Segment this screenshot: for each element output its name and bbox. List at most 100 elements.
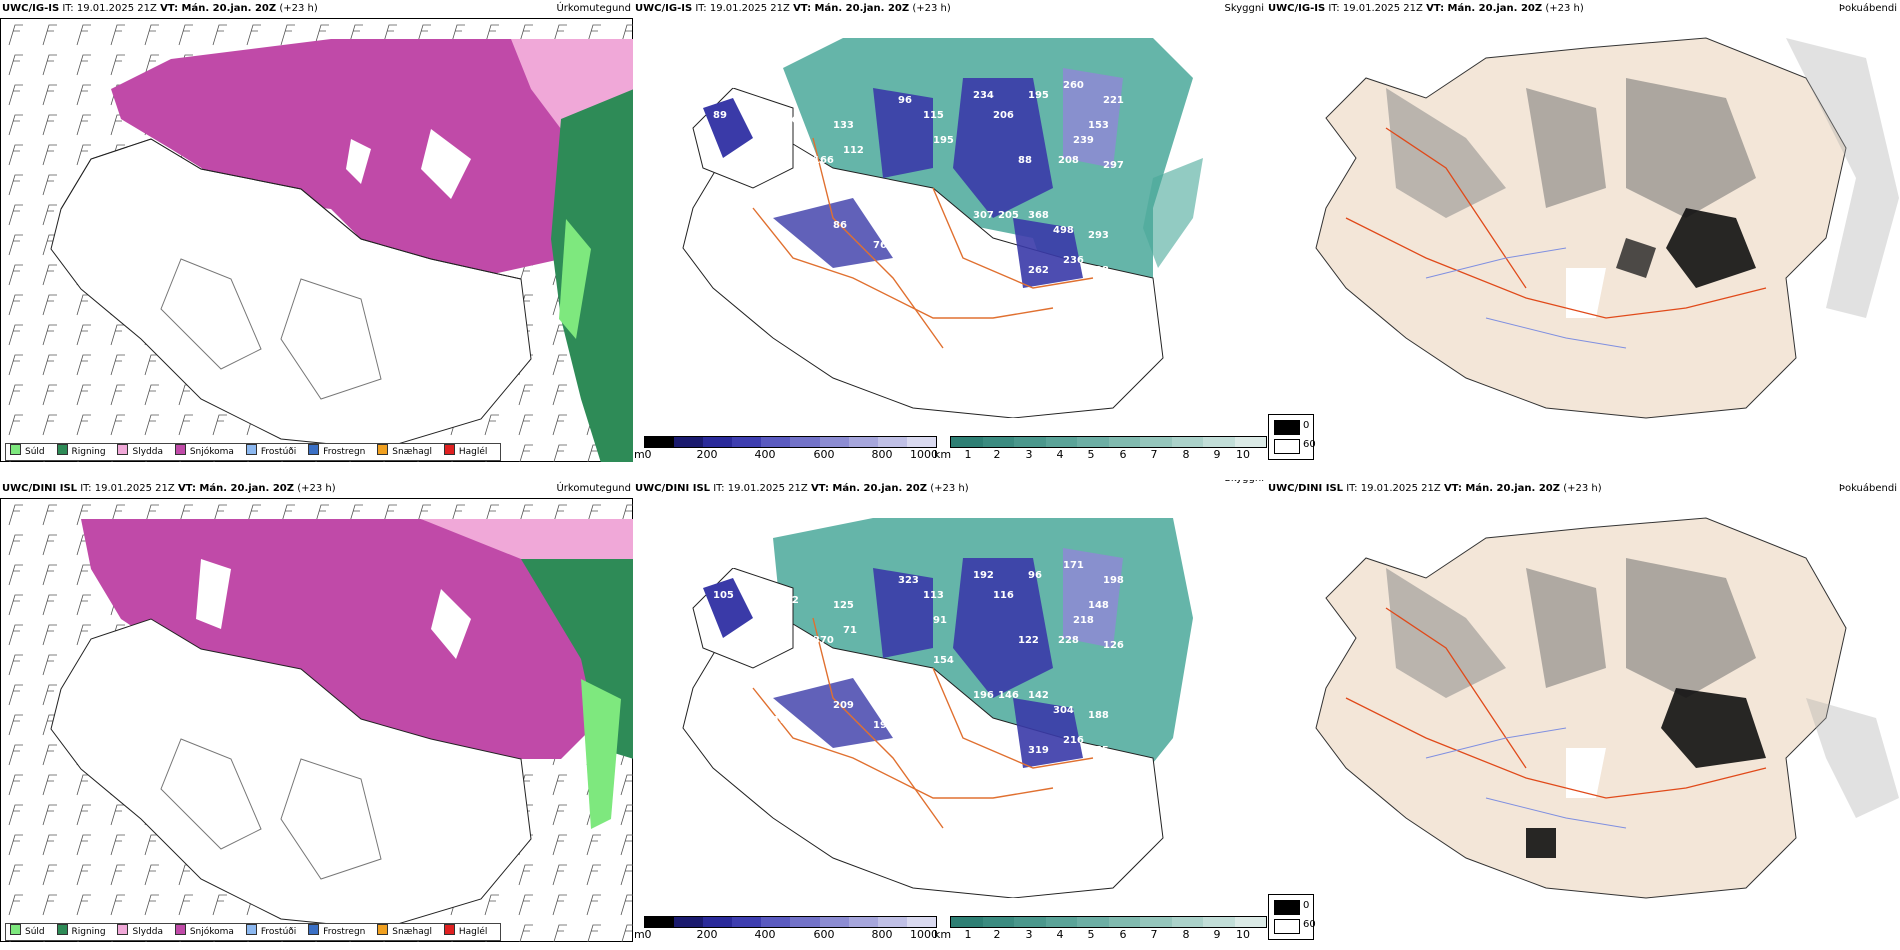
legend-item-drizzle: Súld [10, 444, 45, 460]
lead-time: (+23 h) [279, 3, 318, 14]
visibility-ticks: 1 2 3 4 5 6 7 8 9 10 [964, 928, 1251, 941]
visibility-value-label: 154 [933, 655, 954, 666]
init-time: IT: 19.01.2025 21Z [695, 3, 790, 14]
valid-time: VT: Mán. 20.jan. 20Z [793, 3, 910, 14]
panel-visibility-dini: UWC/DINI ISL IT: 19.01.2025 21Z VT: Mán.… [633, 480, 1266, 942]
fog-legend: 0 60 [1268, 894, 1316, 940]
fog-legend-label-high: 60 [1303, 919, 1316, 930]
legend-swatch [174, 444, 186, 455]
visibility-value-label: 96 [1028, 570, 1042, 581]
legend-swatch [377, 924, 389, 935]
height-colorbar-swatches [644, 916, 937, 928]
visibility-value-label: 205 [998, 210, 1019, 221]
panel-header: UWC/IG-IS IT: 19.01.2025 21Z VT: Mán. 20… [0, 0, 633, 18]
model-name: UWC/DINI ISL [1268, 483, 1344, 494]
visibility-value-label: 239 [1073, 135, 1094, 146]
legend-swatch [443, 924, 455, 935]
legend-item-rain: Rigning [56, 924, 106, 940]
visibility-value-label: 234 [973, 90, 994, 101]
visibility-value-label: 208 [1058, 155, 1079, 166]
fog-legend-swatch-low [1274, 900, 1300, 915]
visibility-value-label: 255 [1088, 745, 1109, 756]
legend-item-graupel: Snæhagl [377, 924, 432, 940]
legend-swatch [308, 444, 320, 455]
panel-title: Úrkomutegund [556, 3, 631, 14]
visibility-value-label: 263 [898, 215, 919, 226]
legend-swatch [443, 444, 455, 455]
visibility-value-label: 88 [1018, 155, 1032, 166]
visibility-value-label: 125 [833, 600, 854, 611]
visibility-value-label: 368 [1028, 210, 1049, 221]
init-time: IT: 19.01.2025 21Z [1346, 483, 1441, 494]
valid-time: VT: Mán. 20.jan. 20Z [177, 483, 294, 494]
panel-header: UWC/IG-IS IT: 19.01.2025 21Z VT: Mán. 20… [633, 0, 1266, 18]
visibility-value-label: 218 [1073, 615, 1094, 626]
visibility-value-label: 133 [833, 120, 854, 131]
visibility-value-label: 171 [1063, 560, 1084, 571]
visibility-value-label: 146 [998, 690, 1019, 701]
panel-title: Skyggni [1224, 3, 1264, 14]
fog-legend-swatch-low [1274, 420, 1300, 435]
fog-index-map [1266, 18, 1899, 462]
visibility-value-label: 200 [898, 695, 919, 706]
legend-item-drizzle: Súld [10, 924, 45, 940]
visibility-value-label: 319 [1028, 745, 1049, 756]
legend-item-freezing-rain: Frostregn [308, 444, 365, 460]
legend-swatch [10, 444, 21, 455]
model-name: UWC/DINI ISL [635, 483, 711, 494]
legend-item-graupel: Snæhagl [377, 444, 432, 460]
panel-fog-index-dini: UWC/DINI ISL IT: 19.01.2025 21Z VT: Mán.… [1266, 480, 1899, 942]
legend-swatch [117, 924, 129, 935]
visibility-colorbar-swatches [950, 916, 1267, 928]
height-ticks: 0 200 400 600 800 1000 [644, 448, 939, 461]
valid-time: VT: Mán. 20.jan. 20Z [1426, 3, 1543, 14]
fog-legend-swatch-high [1274, 439, 1300, 454]
visibility-value-label: 293 [1088, 230, 1109, 241]
height-unit: m [634, 928, 645, 941]
legend-swatch [377, 444, 389, 455]
legend-item-freezing-rain: Frostregn [308, 924, 365, 940]
panel-title: Þokuábendi [1838, 483, 1897, 494]
fog-legend-label-high: 60 [1303, 439, 1316, 450]
legend-item-sleet: Slydda [117, 444, 163, 460]
visibility-value-label: 195 [933, 135, 954, 146]
panel-header: UWC/IG-IS IT: 19.01.2025 21Z VT: Mán. 20… [1266, 0, 1899, 18]
legend-item-hail: Haglél [443, 924, 487, 940]
visibility-value-label: 113 [923, 590, 944, 601]
legend-swatch [174, 924, 186, 935]
lead-time: (+23 h) [1563, 483, 1602, 494]
panel-header: UWC/DINI ISL IT: 19.01.2025 21Z VT: Mán.… [1266, 480, 1899, 498]
visibility-value-label: 297 [1103, 160, 1124, 171]
legend-item-freezing-drizzle: Frostúði [245, 924, 296, 940]
visibility-value-label: 196 [973, 690, 994, 701]
panel-precip-type-igis: UWC/IG-IS IT: 19.01.2025 21Z VT: Mán. 20… [0, 0, 633, 462]
init-time: IT: 19.01.2025 21Z [713, 483, 808, 494]
legend-item-hail: Haglél [443, 444, 487, 460]
model-name: UWC/DINI ISL [2, 483, 78, 494]
model-name: UWC/IG-IS [2, 3, 60, 14]
visibility-value-label: 306 [878, 665, 899, 676]
visibility-value-label: 98 [878, 185, 892, 196]
legend-item-sleet: Slydda [117, 924, 163, 940]
legend-swatch [117, 444, 129, 455]
visibility-value-label: 80 [863, 185, 877, 196]
visibility-value-label: 126 [1103, 640, 1124, 651]
visibility-value-label: 73 [793, 195, 807, 206]
visibility-value-label: 370 [813, 635, 834, 646]
legend-swatch [56, 924, 68, 935]
visibility-value-label: 105 [713, 590, 734, 601]
height-colorbar: m 0 200 400 600 800 1000 [634, 916, 938, 946]
precip-legend: Súld Rigning Slydda Snjókoma Frostúði Fr… [5, 923, 502, 941]
visibility-value-label: 60 [983, 735, 997, 746]
visibility-value-label: 91 [933, 615, 947, 626]
legend-swatch [245, 924, 257, 935]
visibility-value-label: 197 [873, 720, 894, 731]
panel-title: Úrkomutegund [556, 483, 631, 494]
visibility-value-label: 120 [723, 560, 744, 571]
visibility-value-label: 260 [1063, 80, 1084, 91]
panel-header: UWC/DINI ISL IT: 19.01.2025 21Z VT: Mán.… [633, 480, 1266, 498]
panel-title: Þokuábendi [1838, 3, 1897, 14]
visibility-unit: km [934, 928, 952, 941]
legend-swatch [10, 924, 21, 935]
init-time: IT: 19.01.2025 21Z [80, 483, 175, 494]
